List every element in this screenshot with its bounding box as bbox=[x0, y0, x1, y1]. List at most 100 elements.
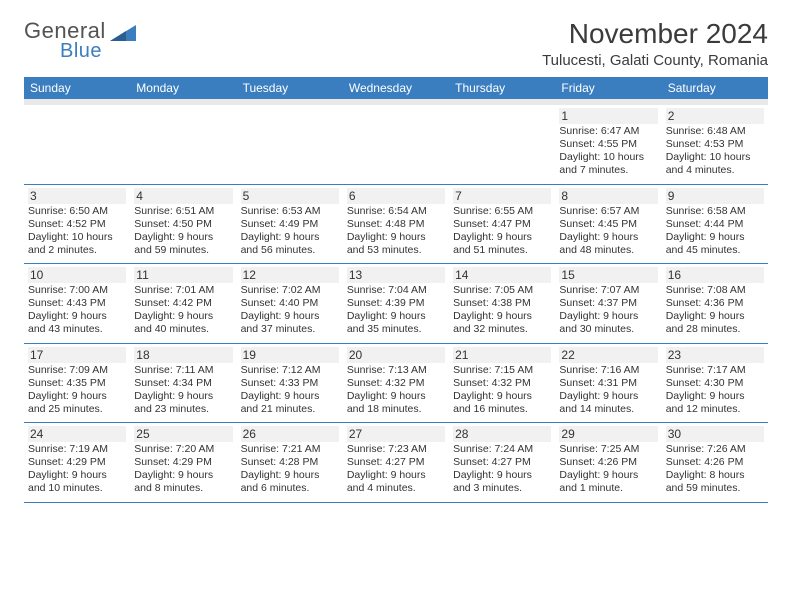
daylight-text: Daylight: 9 hours bbox=[453, 231, 551, 244]
day-number: 20 bbox=[347, 347, 445, 363]
sunrise-text: Sunrise: 7:21 AM bbox=[241, 443, 339, 456]
sunrise-text: Sunrise: 7:00 AM bbox=[28, 284, 126, 297]
daylight-text: and 48 minutes. bbox=[559, 244, 657, 257]
sunrise-text: Sunrise: 7:07 AM bbox=[559, 284, 657, 297]
title-block: November 2024 Tulucesti, Galati County, … bbox=[542, 18, 768, 69]
empty-cell bbox=[343, 105, 449, 184]
day-number: 4 bbox=[134, 188, 232, 204]
dow-cell: Tuesday bbox=[237, 77, 343, 99]
sunset-text: Sunset: 4:31 PM bbox=[559, 377, 657, 390]
daylight-text: and 16 minutes. bbox=[453, 403, 551, 416]
sunset-text: Sunset: 4:37 PM bbox=[559, 297, 657, 310]
day-cell: 20Sunrise: 7:13 AMSunset: 4:32 PMDayligh… bbox=[343, 344, 449, 423]
daylight-text: and 4 minutes. bbox=[347, 482, 445, 495]
daylight-text: Daylight: 10 hours bbox=[28, 231, 126, 244]
daylight-text: Daylight: 9 hours bbox=[134, 310, 232, 323]
daylight-text: Daylight: 9 hours bbox=[559, 469, 657, 482]
header: General Blue November 2024 Tulucesti, Ga… bbox=[24, 18, 768, 69]
day-of-week-header: SundayMondayTuesdayWednesdayThursdayFrid… bbox=[24, 77, 768, 99]
daylight-text: and 8 minutes. bbox=[134, 482, 232, 495]
day-cell: 27Sunrise: 7:23 AMSunset: 4:27 PMDayligh… bbox=[343, 423, 449, 502]
sunrise-text: Sunrise: 7:09 AM bbox=[28, 364, 126, 377]
daylight-text: Daylight: 9 hours bbox=[666, 310, 764, 323]
daylight-text: and 28 minutes. bbox=[666, 323, 764, 336]
daylight-text: and 3 minutes. bbox=[453, 482, 551, 495]
day-number: 16 bbox=[666, 267, 764, 283]
daylight-text: Daylight: 9 hours bbox=[559, 231, 657, 244]
day-cell: 12Sunrise: 7:02 AMSunset: 4:40 PMDayligh… bbox=[237, 264, 343, 343]
daylight-text: and 59 minutes. bbox=[666, 482, 764, 495]
sunrise-text: Sunrise: 6:53 AM bbox=[241, 205, 339, 218]
brand-word-2: Blue bbox=[60, 40, 136, 63]
daylight-text: Daylight: 9 hours bbox=[559, 390, 657, 403]
sunset-text: Sunset: 4:28 PM bbox=[241, 456, 339, 469]
sunrise-text: Sunrise: 7:08 AM bbox=[666, 284, 764, 297]
daylight-text: and 1 minute. bbox=[559, 482, 657, 495]
week-row: 24Sunrise: 7:19 AMSunset: 4:29 PMDayligh… bbox=[24, 423, 768, 503]
day-number: 14 bbox=[453, 267, 551, 283]
daylight-text: and 35 minutes. bbox=[347, 323, 445, 336]
daylight-text: and 4 minutes. bbox=[666, 164, 764, 177]
sunrise-text: Sunrise: 6:47 AM bbox=[559, 125, 657, 138]
week-row: 17Sunrise: 7:09 AMSunset: 4:35 PMDayligh… bbox=[24, 344, 768, 424]
brand-text-block: General Blue bbox=[24, 18, 136, 63]
day-number: 25 bbox=[134, 426, 232, 442]
location-label: Tulucesti, Galati County, Romania bbox=[542, 52, 768, 69]
dow-cell: Monday bbox=[130, 77, 236, 99]
day-cell: 2Sunrise: 6:48 AMSunset: 4:53 PMDaylight… bbox=[662, 105, 768, 184]
daylight-text: Daylight: 9 hours bbox=[28, 390, 126, 403]
day-number: 27 bbox=[347, 426, 445, 442]
daylight-text: Daylight: 9 hours bbox=[134, 390, 232, 403]
daylight-text: and 23 minutes. bbox=[134, 403, 232, 416]
sunset-text: Sunset: 4:43 PM bbox=[28, 297, 126, 310]
daylight-text: Daylight: 9 hours bbox=[347, 231, 445, 244]
empty-cell bbox=[24, 105, 130, 184]
day-number: 13 bbox=[347, 267, 445, 283]
day-cell: 30Sunrise: 7:26 AMSunset: 4:26 PMDayligh… bbox=[662, 423, 768, 502]
daylight-text: Daylight: 9 hours bbox=[453, 390, 551, 403]
day-cell: 11Sunrise: 7:01 AMSunset: 4:42 PMDayligh… bbox=[130, 264, 236, 343]
brand-logo: General Blue bbox=[24, 18, 136, 63]
sunrise-text: Sunrise: 6:58 AM bbox=[666, 205, 764, 218]
sunrise-text: Sunrise: 6:55 AM bbox=[453, 205, 551, 218]
daylight-text: and 32 minutes. bbox=[453, 323, 551, 336]
sunrise-text: Sunrise: 7:20 AM bbox=[134, 443, 232, 456]
daylight-text: and 37 minutes. bbox=[241, 323, 339, 336]
sunrise-text: Sunrise: 7:23 AM bbox=[347, 443, 445, 456]
day-number: 1 bbox=[559, 108, 657, 124]
sunrise-text: Sunrise: 7:01 AM bbox=[134, 284, 232, 297]
daylight-text: Daylight: 8 hours bbox=[666, 469, 764, 482]
daylight-text: and 40 minutes. bbox=[134, 323, 232, 336]
sunrise-text: Sunrise: 7:16 AM bbox=[559, 364, 657, 377]
day-number: 22 bbox=[559, 347, 657, 363]
daylight-text: and 7 minutes. bbox=[559, 164, 657, 177]
day-number: 8 bbox=[559, 188, 657, 204]
day-number: 28 bbox=[453, 426, 551, 442]
sunset-text: Sunset: 4:52 PM bbox=[28, 218, 126, 231]
sunrise-text: Sunrise: 7:12 AM bbox=[241, 364, 339, 377]
sunset-text: Sunset: 4:55 PM bbox=[559, 138, 657, 151]
day-cell: 10Sunrise: 7:00 AMSunset: 4:43 PMDayligh… bbox=[24, 264, 130, 343]
day-cell: 15Sunrise: 7:07 AMSunset: 4:37 PMDayligh… bbox=[555, 264, 661, 343]
empty-cell bbox=[130, 105, 236, 184]
daylight-text: Daylight: 9 hours bbox=[241, 231, 339, 244]
dow-cell: Sunday bbox=[24, 77, 130, 99]
daylight-text: Daylight: 9 hours bbox=[28, 310, 126, 323]
day-cell: 23Sunrise: 7:17 AMSunset: 4:30 PMDayligh… bbox=[662, 344, 768, 423]
calendar-grid: SundayMondayTuesdayWednesdayThursdayFrid… bbox=[24, 77, 768, 503]
sunrise-text: Sunrise: 7:02 AM bbox=[241, 284, 339, 297]
sunset-text: Sunset: 4:27 PM bbox=[347, 456, 445, 469]
daylight-text: and 30 minutes. bbox=[559, 323, 657, 336]
day-cell: 16Sunrise: 7:08 AMSunset: 4:36 PMDayligh… bbox=[662, 264, 768, 343]
sunrise-text: Sunrise: 7:04 AM bbox=[347, 284, 445, 297]
sunset-text: Sunset: 4:29 PM bbox=[28, 456, 126, 469]
sunset-text: Sunset: 4:39 PM bbox=[347, 297, 445, 310]
daylight-text: Daylight: 9 hours bbox=[134, 231, 232, 244]
day-number: 7 bbox=[453, 188, 551, 204]
day-cell: 5Sunrise: 6:53 AMSunset: 4:49 PMDaylight… bbox=[237, 185, 343, 264]
day-number: 10 bbox=[28, 267, 126, 283]
day-cell: 29Sunrise: 7:25 AMSunset: 4:26 PMDayligh… bbox=[555, 423, 661, 502]
sunrise-text: Sunrise: 7:11 AM bbox=[134, 364, 232, 377]
daylight-text: Daylight: 9 hours bbox=[559, 310, 657, 323]
day-number: 9 bbox=[666, 188, 764, 204]
